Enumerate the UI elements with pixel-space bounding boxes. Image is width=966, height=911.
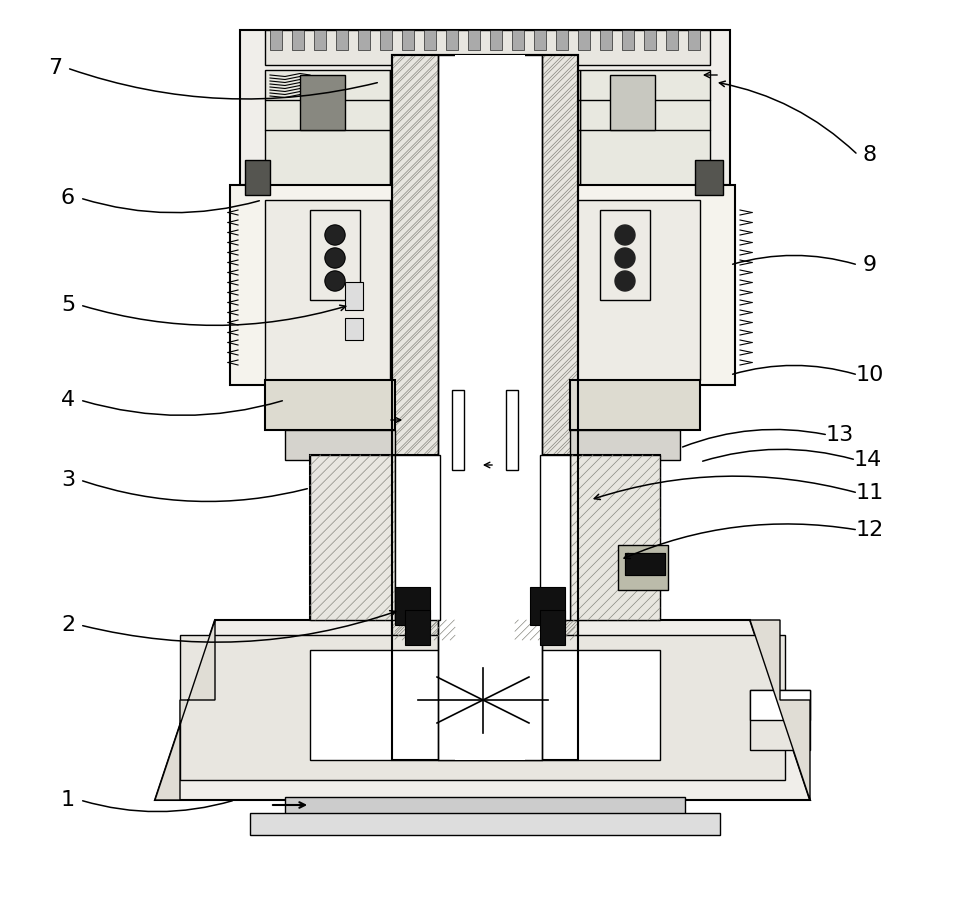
Bar	[610, 75, 655, 130]
Polygon shape	[155, 620, 810, 800]
Bar	[250, 813, 720, 835]
Bar	[618, 545, 668, 590]
Bar	[285, 797, 685, 815]
Bar	[314, 30, 326, 50]
Text: 4: 4	[61, 390, 75, 410]
Polygon shape	[155, 620, 215, 800]
Bar	[285, 430, 395, 460]
Bar	[300, 75, 345, 130]
Bar	[438, 55, 542, 760]
Bar	[578, 30, 590, 50]
Bar	[750, 690, 810, 720]
Bar	[622, 30, 634, 50]
Bar	[625, 553, 665, 575]
Bar	[625, 553, 665, 575]
Bar	[540, 455, 570, 620]
Bar	[750, 690, 810, 750]
Bar	[570, 455, 660, 620]
Bar	[265, 200, 390, 380]
Text: 2: 2	[61, 615, 75, 635]
Bar	[512, 30, 524, 50]
Bar	[446, 30, 458, 50]
Bar	[688, 30, 700, 50]
Bar	[506, 390, 518, 470]
Bar	[600, 210, 650, 300]
Bar	[455, 55, 525, 760]
Bar	[240, 30, 730, 185]
Bar	[392, 55, 578, 760]
Bar	[265, 70, 390, 185]
Text: 10: 10	[856, 365, 884, 385]
Circle shape	[325, 248, 345, 268]
Circle shape	[615, 248, 635, 268]
Bar	[245, 160, 270, 195]
Circle shape	[325, 225, 345, 245]
Bar	[405, 610, 430, 645]
Bar	[380, 30, 392, 50]
Text: 7: 7	[48, 58, 62, 78]
Bar	[345, 282, 363, 310]
Polygon shape	[750, 620, 810, 800]
Bar	[644, 30, 656, 50]
Circle shape	[325, 271, 345, 291]
Bar	[395, 587, 430, 625]
Bar	[570, 430, 680, 460]
Bar	[310, 455, 395, 620]
Text: 12: 12	[856, 520, 884, 540]
Bar	[310, 650, 660, 760]
Bar	[534, 30, 546, 50]
Bar	[575, 200, 700, 380]
Text: 14: 14	[854, 450, 882, 470]
Bar	[570, 380, 700, 430]
Bar	[468, 30, 480, 50]
Bar	[270, 30, 282, 50]
Text: 1: 1	[61, 790, 75, 810]
Bar	[230, 185, 395, 385]
Bar	[490, 30, 502, 50]
Text: 11: 11	[856, 483, 884, 503]
Text: 6: 6	[61, 188, 75, 208]
Bar	[265, 380, 395, 430]
Bar	[530, 587, 565, 625]
Bar	[345, 318, 363, 340]
Circle shape	[615, 225, 635, 245]
Bar	[600, 30, 612, 50]
Text: 8: 8	[863, 145, 877, 165]
Bar	[292, 30, 304, 50]
Text: 9: 9	[863, 255, 877, 275]
Bar	[336, 30, 348, 50]
Bar	[695, 160, 723, 195]
Bar	[180, 635, 785, 780]
Bar	[570, 185, 735, 385]
Bar	[392, 55, 578, 760]
Bar	[390, 70, 580, 185]
Bar	[265, 30, 710, 65]
Bar	[395, 455, 440, 620]
Bar	[540, 610, 565, 645]
Bar	[402, 30, 414, 50]
Text: 5: 5	[61, 295, 75, 315]
Bar	[666, 30, 678, 50]
Bar	[452, 390, 464, 470]
Circle shape	[615, 271, 635, 291]
Bar	[310, 210, 360, 300]
Text: 13: 13	[826, 425, 854, 445]
Bar	[580, 70, 710, 185]
Bar	[310, 455, 660, 620]
Bar	[556, 30, 568, 50]
Bar	[358, 30, 370, 50]
Text: 3: 3	[61, 470, 75, 490]
Bar	[424, 30, 436, 50]
